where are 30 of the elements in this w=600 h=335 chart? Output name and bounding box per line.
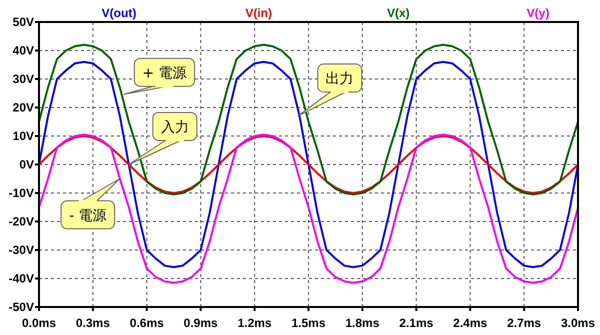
text: V(out) — [102, 6, 136, 20]
text: V(y) — [526, 6, 550, 20]
annotation: + 電源 — [142, 65, 187, 82]
x-tick-label: 1.2ms — [238, 316, 272, 330]
x-tick-label: 0.3ms — [76, 316, 110, 330]
y-tick-label: -40V — [8, 272, 34, 286]
x-tick-label: 3.0ms — [560, 316, 596, 330]
annotation: - 電源 — [69, 208, 107, 224]
annotation: 出力 — [326, 71, 354, 88]
y-tick-label: -30V — [8, 243, 34, 257]
y-tick-label: 50V — [12, 15, 34, 29]
y-tick-label: 0V — [19, 158, 34, 172]
text: V(in) — [245, 6, 272, 20]
y-tick-label: 40V — [12, 44, 34, 58]
x-tick-label: 0.0ms — [22, 316, 56, 330]
y-tick-label: 30V — [12, 72, 34, 86]
x-tick-label: 2.4ms — [453, 316, 488, 330]
annotation: 入力 — [160, 120, 189, 136]
y-tick-label: -10V — [8, 186, 34, 200]
x-tick-label: 0.6ms — [130, 316, 164, 330]
text: V(x) — [386, 6, 410, 20]
y-tick-label: 20V — [12, 100, 34, 114]
x-tick-label: 0.9ms — [184, 316, 218, 330]
y-tick-label: 10V — [12, 129, 34, 143]
x-tick-label: 2.1ms — [399, 316, 434, 330]
x-tick-label: 1.5ms — [291, 316, 326, 330]
x-tick-label: 1.8ms — [345, 316, 380, 330]
y-tick-label: -20V — [8, 214, 34, 228]
y-tick-label: -50V — [8, 300, 34, 314]
x-tick-label: 2.7ms — [507, 316, 542, 330]
